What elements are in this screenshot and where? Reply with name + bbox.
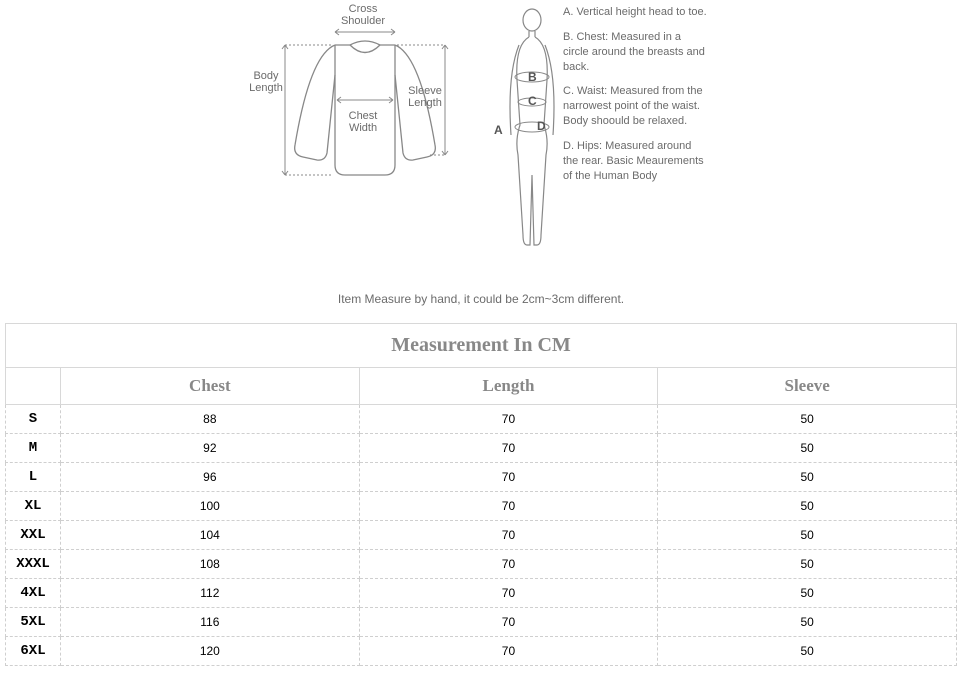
description-list: A. Vertical height head to toe. B. Chest… [563, 5, 708, 193]
chest-cell: 116 [61, 608, 360, 637]
sleeve-cell: 50 [658, 608, 957, 637]
length-cell: 70 [359, 463, 658, 492]
chest-cell: 100 [61, 492, 360, 521]
length-cell: 70 [359, 405, 658, 434]
table-row: 4XL1127050 [6, 579, 957, 608]
table-row: 5XL1167050 [6, 608, 957, 637]
letter-D: D [537, 119, 546, 133]
size-cell: M [6, 434, 61, 463]
length-cell: 70 [359, 434, 658, 463]
size-table: Measurement In CM Chest Length Sleeve S8… [5, 323, 957, 666]
label-sleeve-length: SleeveLength [405, 85, 445, 109]
table-row: XL1007050 [6, 492, 957, 521]
chest-cell: 120 [61, 637, 360, 666]
col-blank [6, 368, 61, 405]
table-title: Measurement In CM [6, 324, 957, 368]
chest-cell: 112 [61, 579, 360, 608]
desc-C: C. Waist: Measured from the narrowest po… [563, 84, 708, 129]
sleeve-cell: 50 [658, 579, 957, 608]
sleeve-cell: 50 [658, 521, 957, 550]
table-row: XXL1047050 [6, 521, 957, 550]
size-cell: XL [6, 492, 61, 521]
measure-note: Item Measure by hand, it could be 2cm~3c… [0, 292, 962, 306]
size-table-wrap: Measurement In CM Chest Length Sleeve S8… [5, 323, 957, 666]
size-cell: 6XL [6, 637, 61, 666]
chest-cell: 96 [61, 463, 360, 492]
chest-cell: 108 [61, 550, 360, 579]
diagram-area: CrossShoulder BodyLength ChestWidth Slee… [0, 0, 962, 280]
size-cell: 4XL [6, 579, 61, 608]
sleeve-cell: 50 [658, 550, 957, 579]
table-row: M927050 [6, 434, 957, 463]
label-body-length: BodyLength [246, 70, 286, 94]
length-cell: 70 [359, 521, 658, 550]
sleeve-cell: 50 [658, 463, 957, 492]
letter-C: C [528, 94, 537, 108]
desc-D: D. Hips: Measured around the rear. Basic… [563, 139, 708, 184]
table-row: 6XL1207050 [6, 637, 957, 666]
sleeve-cell: 50 [658, 405, 957, 434]
size-cell: XXXL [6, 550, 61, 579]
desc-B: B. Chest: Measured in a circle around th… [563, 30, 708, 75]
size-cell: S [6, 405, 61, 434]
length-cell: 70 [359, 579, 658, 608]
sleeve-cell: 50 [658, 492, 957, 521]
length-cell: 70 [359, 550, 658, 579]
col-length: Length [359, 368, 658, 405]
length-cell: 70 [359, 608, 658, 637]
length-cell: 70 [359, 637, 658, 666]
col-sleeve: Sleeve [658, 368, 957, 405]
size-cell: XXL [6, 521, 61, 550]
label-cross-shoulder: CrossShoulder [333, 3, 393, 27]
letter-B: B [528, 70, 537, 84]
desc-A: A. Vertical height head to toe. [563, 5, 708, 20]
sleeve-cell: 50 [658, 434, 957, 463]
letter-A: A [494, 123, 503, 137]
length-cell: 70 [359, 492, 658, 521]
table-row: XXXL1087050 [6, 550, 957, 579]
table-row: L967050 [6, 463, 957, 492]
chest-cell: 104 [61, 521, 360, 550]
col-chest: Chest [61, 368, 360, 405]
chest-cell: 88 [61, 405, 360, 434]
label-chest-width: ChestWidth [343, 110, 383, 134]
size-cell: 5XL [6, 608, 61, 637]
body-diagram [505, 5, 560, 265]
chest-cell: 92 [61, 434, 360, 463]
sleeve-cell: 50 [658, 637, 957, 666]
table-row: S887050 [6, 405, 957, 434]
size-cell: L [6, 463, 61, 492]
